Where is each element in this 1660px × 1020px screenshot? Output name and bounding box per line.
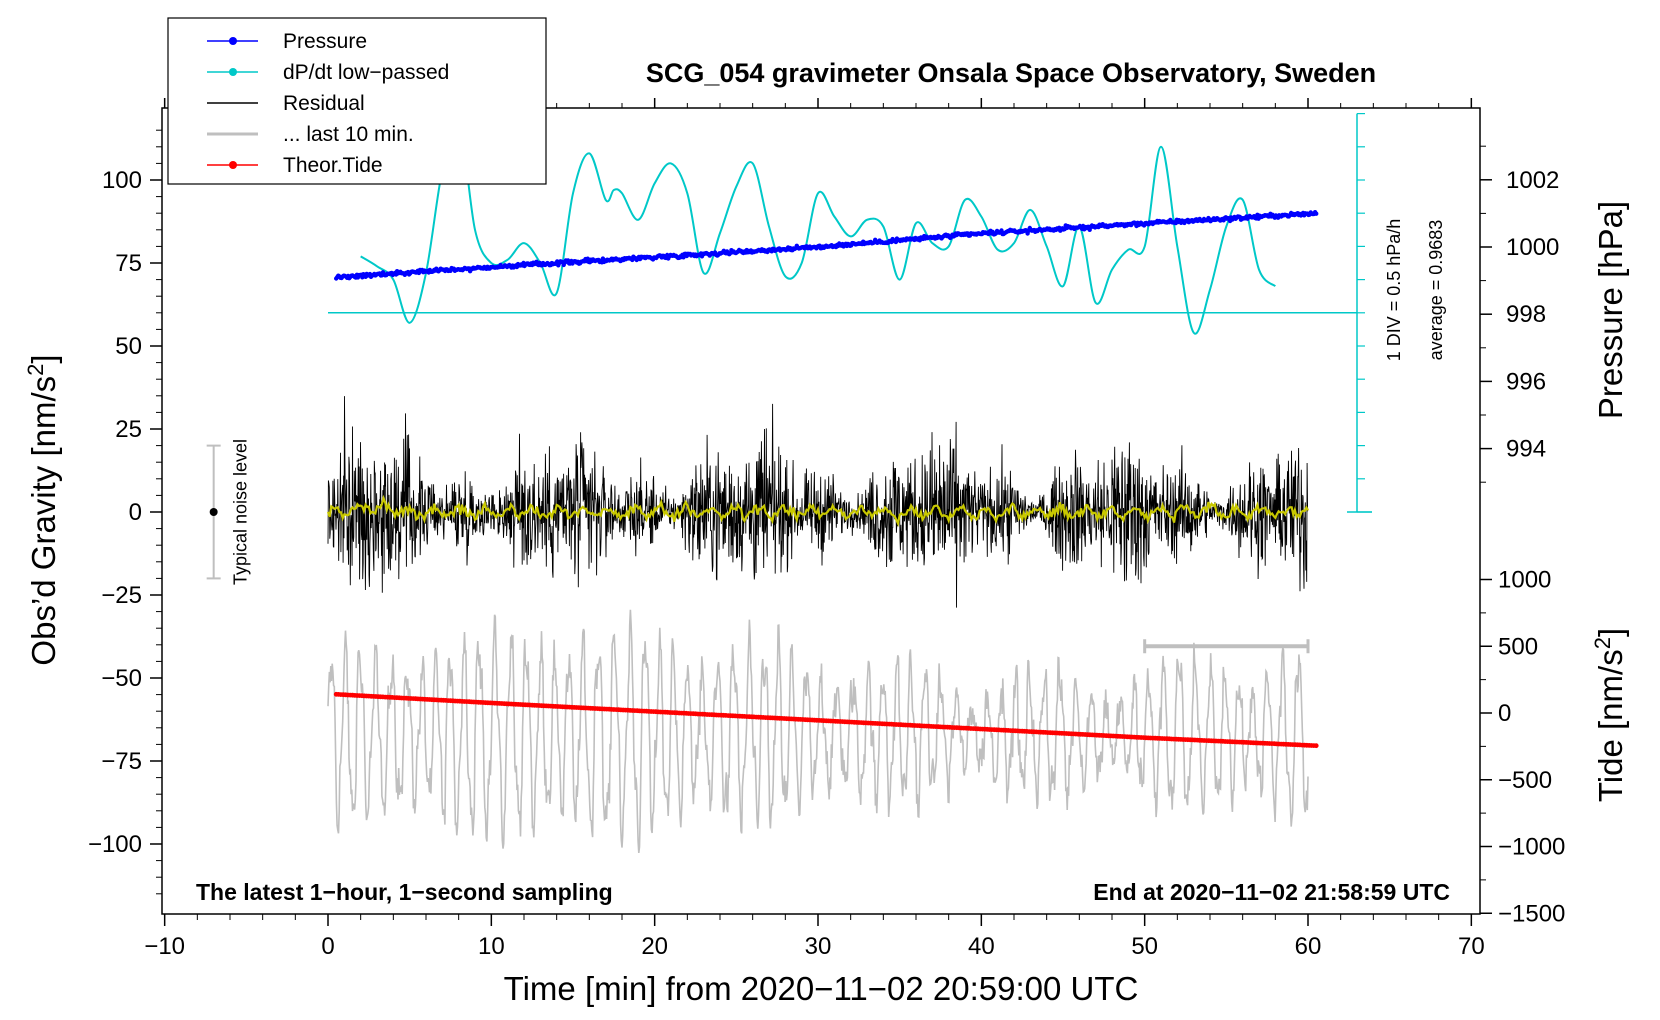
tide-tick-label: −500 <box>1498 767 1552 794</box>
legend-label: Pressure <box>283 30 367 53</box>
pressure-point <box>999 228 1004 233</box>
series-residual <box>327 396 1309 608</box>
legend-box <box>167 17 547 185</box>
legend-marker <box>229 68 237 76</box>
legend-label: Theor.Tide <box>283 154 383 177</box>
tide-tick-label: −1500 <box>1498 900 1565 927</box>
chart-title: SCG_054 gravimeter Onsala Space Observat… <box>646 58 1376 88</box>
noise-bar-label: Typical noise level <box>231 439 251 585</box>
plot-frame <box>161 107 1481 915</box>
x-tick-label: 70 <box>1458 933 1485 960</box>
tide-tick-label: 0 <box>1498 700 1511 727</box>
y-tick-label: −100 <box>88 831 142 858</box>
x-tick-label: −10 <box>144 933 185 960</box>
tide-point <box>1313 743 1319 749</box>
dpdt-scale-label: 1 DIV = 0.5 hPa/h <box>1384 219 1404 362</box>
y-tick-label: −25 <box>101 582 142 609</box>
pressure-tick-label: 994 <box>1506 436 1546 463</box>
tide-axis-ticks: −1500 −1000 −500 0 500 1000 <box>1480 567 1565 927</box>
y-tick-label: 100 <box>102 167 142 194</box>
bottom-left-note: The latest 1−hour, 1−second sampling <box>196 879 613 905</box>
x-tick-label: 60 <box>1295 933 1322 960</box>
pressure-tick-label: 1000 <box>1506 234 1559 261</box>
series-layer <box>326 117 1319 853</box>
y-tick-label: 0 <box>129 499 142 526</box>
pressure-average-label: average = 0.9683 <box>1426 220 1446 361</box>
series-pressure <box>334 210 1319 281</box>
y-axis-title-left: Obs’d Gravity [nm/s2] <box>23 354 62 665</box>
y-tick-label: 50 <box>115 333 142 360</box>
pressure-tick-label: 1002 <box>1506 167 1559 194</box>
x-axis-title: Time [min] from 2020−11−02 20:59:00 UTC <box>504 970 1139 1007</box>
pressure-tick-label: 998 <box>1506 301 1546 328</box>
legend-marker <box>229 161 237 169</box>
series-tide <box>333 691 1319 749</box>
x-tick-label: 0 <box>321 933 334 960</box>
x-tick-label: 10 <box>478 933 505 960</box>
bottom-right-note: End at 2020−11−02 21:58:59 UTC <box>1093 879 1450 905</box>
y-tick-label: 75 <box>115 250 142 277</box>
y-axis-title-pressure: Pressure [hPa] <box>1592 201 1629 419</box>
legend-label: ... last 10 min. <box>283 123 414 146</box>
pressure-axis-ticks: 994 996 998 1000 1002 <box>1480 145 1559 483</box>
x-tick-label: 30 <box>805 933 832 960</box>
y-tick-label: 25 <box>115 416 142 443</box>
x-tick-label: 20 <box>641 933 668 960</box>
pressure-tick-label: 996 <box>1506 368 1546 395</box>
legend-marker <box>229 37 237 45</box>
tide-tick-label: 1000 <box>1498 567 1551 594</box>
legend-label: dP/dt low−passed <box>283 61 449 84</box>
left-axis-ticks: 100 75 50 25 0 −25 −50 −75 −100 <box>88 129 162 895</box>
y-axis-title-tide: Tide [nm/s2] <box>1590 628 1629 802</box>
x-axis-ticks: −10 0 10 20 30 40 50 60 70 <box>144 98 1485 960</box>
pressure-point <box>1314 211 1319 216</box>
y-tick-label: −75 <box>101 748 142 775</box>
noise-bar-center <box>209 508 218 516</box>
tide-tick-label: 500 <box>1498 633 1538 660</box>
y-tick-label: −50 <box>101 665 142 692</box>
x-tick-label: 40 <box>968 933 995 960</box>
legend: Pressure dP/dt low−passed Residual ... last… <box>167 17 547 185</box>
annotation-layer: 1 DIV = 0.5 hPa/h average = 0.9683 Typical… <box>206 112 1446 654</box>
x-tick-label: 50 <box>1131 933 1158 960</box>
pressure-point <box>681 255 686 260</box>
tide-tick-label: −1000 <box>1498 834 1565 861</box>
series-dpdt <box>360 117 1277 335</box>
series-residual-smoothed <box>326 494 1309 528</box>
legend-label: Residual <box>283 92 365 115</box>
